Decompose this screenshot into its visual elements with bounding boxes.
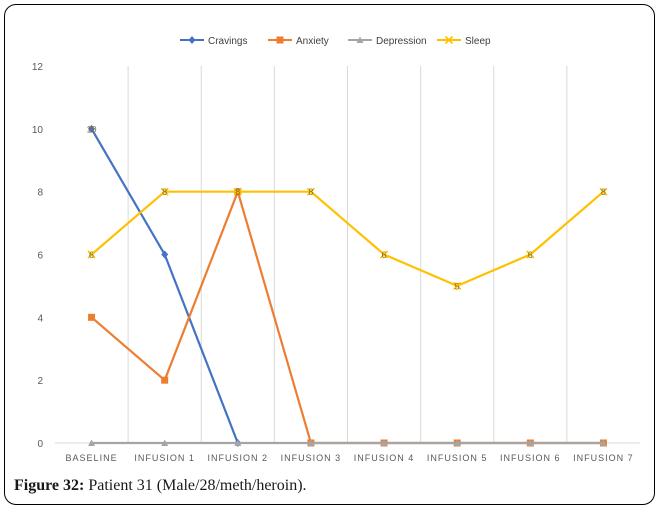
y-tick-label: 10	[32, 125, 44, 136]
grid-lines	[127, 66, 568, 443]
data-point	[380, 439, 388, 446]
data-label: 10	[87, 124, 97, 134]
legend-label: Anxiety	[296, 36, 329, 47]
data-point	[599, 439, 607, 446]
data-point	[233, 187, 242, 196]
data-point	[599, 187, 608, 196]
x-tick-label: INFUSION 7	[573, 453, 634, 463]
data-point	[379, 250, 389, 259]
data-point	[88, 313, 96, 321]
data-point	[306, 187, 316, 196]
series-sleep: 6 8 8 8 6 5 6 8	[87, 187, 608, 291]
y-tick-label: 0	[37, 439, 43, 450]
data-point	[88, 439, 96, 446]
data-label: 6	[382, 250, 387, 260]
series-lines: 10 6 8 8 8 6 5 6 8	[87, 124, 608, 447]
legend-label: Sleep	[465, 36, 491, 47]
series-line	[90, 128, 239, 444]
figure-frame	[4, 4, 655, 505]
figure-caption-label: Figure 32:	[14, 477, 85, 494]
x-tick-label: INFUSION 3	[281, 453, 342, 463]
x-tick-label: INFUSION 2	[208, 453, 269, 463]
x-tick-label: BASELINE	[66, 453, 118, 463]
x-tick-label: INFUSION 6	[500, 453, 561, 463]
data-point	[276, 36, 284, 44]
data-point	[87, 250, 96, 259]
x-tick-label: INFUSION 4	[354, 453, 415, 463]
figure-caption: Figure 32: Patient 31 (Male/28/meth/hero…	[14, 477, 307, 495]
legend-label: Depression	[376, 36, 427, 47]
figure-caption-text: Patient 31 (Male/28/meth/heroin).	[88, 477, 307, 494]
x-tick-label: INFUSION 5	[427, 453, 488, 463]
data-point	[161, 439, 169, 446]
legend-item-depression: Depression	[348, 36, 427, 47]
legend-item-cravings: Cravings	[180, 36, 247, 47]
line-chart: 0 2 4 6 8 10 12 BASELINE INFUSION 1 INFUSION 2 INF…	[32, 35, 640, 463]
data-point	[88, 124, 96, 133]
data-label: 8	[162, 187, 167, 197]
data-point	[161, 376, 169, 384]
data-label: 5	[455, 281, 460, 291]
data-point	[307, 439, 315, 446]
y-tick-label: 8	[37, 188, 43, 199]
data-point	[453, 281, 462, 290]
y-tick-label: 12	[32, 62, 44, 73]
data-point	[161, 250, 169, 259]
data-point	[453, 439, 461, 446]
data-label: 8	[235, 187, 240, 197]
data-point	[160, 187, 169, 196]
data-label: 8	[601, 187, 606, 197]
series-depression	[88, 439, 607, 446]
x-tick-label: INFUSION 1	[134, 453, 195, 463]
data-point	[188, 36, 196, 44]
data-point	[356, 36, 364, 43]
y-tick-label: 4	[37, 313, 43, 324]
y-tick-label: 6	[37, 251, 43, 262]
legend-item-anxiety: Anxiety	[268, 36, 329, 47]
legend: Cravings Anxiety Depression Sleep	[180, 35, 491, 47]
legend-item-sleep: Sleep	[437, 35, 491, 47]
data-point	[526, 439, 534, 446]
series-cravings: 10	[87, 124, 242, 447]
axes: 0 2 4 6 8 10 12 BASELINE INFUSION 1 INFUSION 2 INF…	[32, 62, 640, 463]
y-tick-label: 2	[37, 376, 43, 387]
data-point	[234, 439, 242, 446]
data-label: 6	[89, 250, 94, 260]
data-point	[526, 250, 535, 259]
series-line	[90, 190, 605, 288]
data-point	[444, 35, 454, 45]
data-label: 8	[308, 187, 313, 197]
legend-label: Cravings	[208, 36, 247, 47]
data-label: 6	[528, 250, 533, 260]
